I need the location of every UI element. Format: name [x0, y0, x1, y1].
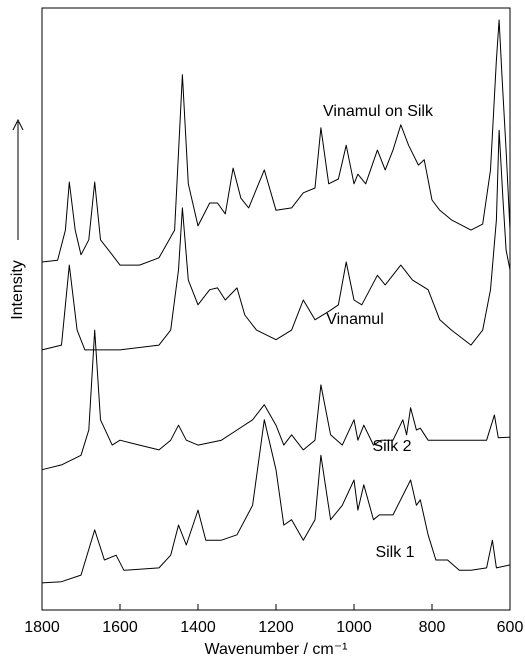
x-tick-label: 1800 — [24, 619, 60, 636]
x-tick-label: 600 — [497, 619, 524, 636]
series-label: Vinamul — [326, 311, 384, 328]
x-tick-label: 1000 — [336, 619, 372, 636]
series-label: Silk 2 — [372, 438, 411, 455]
series-label: Silk 1 — [375, 544, 414, 561]
y-axis-label: Intensity — [9, 260, 26, 320]
x-tick-label: 800 — [419, 619, 446, 636]
x-tick-label: 1400 — [180, 619, 216, 636]
series-label: Vinamul on Silk — [323, 103, 434, 120]
spectrum-line — [41, 419, 511, 584]
plot-frame — [41, 7, 511, 611]
spectrum-line — [41, 329, 511, 471]
x-axis-label: Wavenumber / cm⁻¹ — [205, 641, 348, 658]
y-axis-arrowhead — [12, 118, 24, 131]
x-tick-label: 1600 — [102, 619, 138, 636]
x-tick-label: 1200 — [258, 619, 294, 636]
spectrum-line — [41, 19, 511, 266]
spectrum-line — [41, 129, 511, 351]
